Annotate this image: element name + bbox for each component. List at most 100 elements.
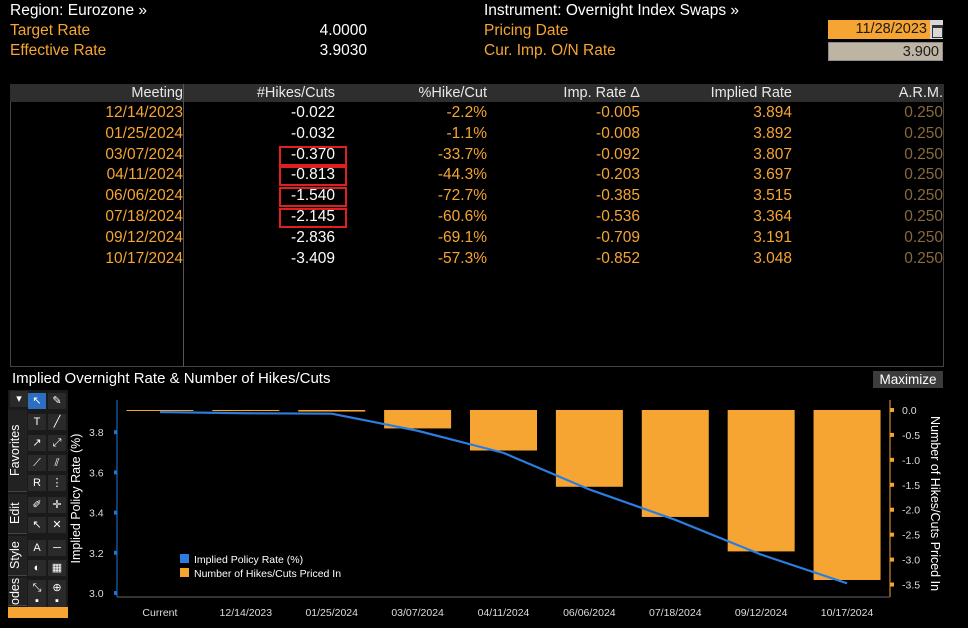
cell-implied-rate: 3.807 — [753, 145, 792, 163]
line-style-icon[interactable]: ─ — [48, 540, 66, 556]
legend-swatch-rate — [180, 554, 189, 563]
pointer-tool-icon[interactable]: ↖ — [28, 393, 46, 409]
grid-tool-icon[interactable]: ⋮ — [48, 475, 66, 491]
pricing-date-input[interactable]: 11/28/2023 — [828, 20, 930, 39]
col-header-meeting[interactable]: Meeting — [131, 85, 183, 101]
annotate-tool-icon[interactable]: ✎ — [48, 393, 66, 409]
right-tick-label: -3.5 — [902, 580, 920, 592]
draw-tool-icon[interactable]: ✐ — [28, 497, 46, 513]
maximize-button[interactable]: Maximize — [873, 371, 943, 388]
cell-pct: -2.2% — [446, 104, 488, 121]
cell-hikes: -0.370 — [291, 145, 335, 163]
x-tick-label: 06/06/2024 — [563, 607, 616, 619]
col-header-implied-rate[interactable]: Implied Rate — [710, 85, 792, 101]
effective-rate-label: Effective Rate — [10, 42, 107, 59]
fill-style-icon[interactable]: ◐ — [28, 560, 46, 576]
tab-modes[interactable]: odes — [8, 578, 27, 606]
color-style-icon[interactable]: ▦ — [48, 560, 66, 576]
arrow-both-tool-icon[interactable]: ⤢ — [48, 435, 66, 451]
toolbar-expand-icon[interactable] — [8, 607, 68, 618]
arrow-tool-icon[interactable]: ↗ — [28, 435, 46, 451]
column-divider — [183, 84, 184, 367]
col-header-pct[interactable]: %Hike/Cut — [418, 85, 488, 101]
collapse-toolbar-icon[interactable]: ▾ — [10, 391, 28, 407]
cell-pct: -1.1% — [446, 124, 488, 142]
right-tick-label: -1.0 — [902, 455, 920, 467]
left-tick-mark — [114, 430, 117, 435]
reset-tool-icon[interactable]: R — [28, 475, 46, 491]
cell-imp-delta: -0.092 — [596, 145, 640, 163]
cur-imp-rate-input[interactable]: 3.900 — [828, 42, 943, 61]
col-header-arm[interactable]: A.R.M. — [898, 85, 943, 101]
bar-mark — [727, 409, 795, 552]
cell-hikes: -0.022 — [291, 104, 335, 121]
legend-box — [176, 550, 366, 584]
x-tick-label: 09/12/2024 — [735, 607, 788, 619]
col-header-imp-delta[interactable]: Imp. Rate Δ — [563, 85, 640, 101]
move-tool-icon[interactable]: ✛ — [48, 497, 66, 513]
tab-edit[interactable]: Edit — [8, 494, 27, 534]
tab-style[interactable]: Style — [8, 536, 27, 576]
cell-pct: -57.3% — [437, 249, 487, 267]
cell-imp-delta: -0.536 — [596, 208, 640, 225]
cell-imp-delta: -0.709 — [596, 228, 640, 246]
region-selector[interactable]: Region: Eurozone » — [10, 2, 148, 19]
col-header-hikes[interactable]: #Hikes/Cuts — [256, 85, 335, 101]
bar-mark — [470, 409, 537, 451]
instrument-selector[interactable]: Instrument: Overnight Index Swaps » — [484, 2, 740, 19]
bar-mark — [212, 409, 280, 412]
cell-meeting: 07/18/2024 — [105, 208, 183, 225]
cell-implied-rate: 3.364 — [753, 208, 792, 225]
chart-title: Implied Overnight Rate & Number of Hikes… — [12, 370, 331, 387]
select-plus-icon[interactable]: ↖ — [28, 517, 46, 533]
left-axis-title: Implied Policy Rate (%) — [70, 434, 83, 564]
cell-arm: 0.250 — [904, 208, 943, 225]
erase-tool-icon[interactable]: ✕ — [48, 517, 66, 533]
left-tick-label: 3.2 — [89, 548, 104, 560]
cell-meeting: 04/11/2024 — [106, 166, 183, 184]
bar-mark — [126, 409, 194, 411]
cell-hikes: -0.813 — [291, 166, 335, 184]
mode-extra2-icon[interactable]: ▪ — [48, 596, 66, 607]
mode-zoom-icon[interactable]: ⊕ — [48, 580, 66, 596]
x-tick-label: 07/18/2024 — [649, 607, 702, 619]
cell-implied-rate: 3.191 — [753, 228, 792, 246]
highlight-box — [279, 166, 347, 187]
right-tick-mark — [890, 457, 894, 462]
right-tick-mark — [890, 432, 894, 437]
cell-meeting: 06/06/2024 — [105, 187, 183, 205]
tab-favorites[interactable]: Favorites — [8, 410, 27, 492]
x-tick-label: 01/25/2024 — [305, 607, 358, 619]
cell-pct: -33.7% — [437, 145, 487, 163]
left-tick-mark — [114, 550, 117, 555]
line-tool-icon[interactable]: ╱ — [48, 414, 66, 430]
cell-imp-delta: -0.203 — [596, 166, 640, 184]
cell-meeting: 01/25/2024 — [105, 124, 183, 142]
x-tick-label: 12/14/2023 — [220, 607, 273, 619]
right-tick-label: -2.5 — [902, 530, 920, 542]
cell-imp-delta: -0.852 — [596, 249, 640, 267]
right-tick-mark — [890, 507, 894, 512]
cell-implied-rate: 3.048 — [753, 249, 792, 267]
cell-meeting: 10/17/2024 — [105, 249, 183, 267]
cell-implied-rate: 3.515 — [753, 187, 792, 205]
left-tick-mark — [114, 510, 117, 515]
text-tool-icon[interactable]: T — [28, 414, 46, 430]
x-tick-label: 03/07/2024 — [391, 607, 444, 619]
x-tick-label: 04/11/2024 — [478, 607, 530, 619]
highlight-box — [279, 187, 347, 208]
calendar-icon[interactable] — [930, 20, 943, 39]
right-tick-mark — [890, 482, 894, 487]
mode-extra-icon[interactable]: ▪ — [28, 596, 46, 607]
right-axis-title: Number of Hikes/Cuts Priced In — [928, 416, 942, 591]
x-tick-label: Current — [142, 607, 177, 619]
channel-tool-icon[interactable]: ⫽ — [48, 455, 66, 471]
font-style-icon[interactable]: A — [28, 540, 46, 556]
cell-arm: 0.250 — [904, 166, 943, 184]
right-tick-label: -1.5 — [902, 480, 920, 492]
trend-tool-icon[interactable]: ⟋ — [28, 455, 46, 471]
left-tick-label: 3.8 — [89, 427, 104, 439]
legend-label-hikes: Number of Hikes/Cuts Priced In — [194, 568, 341, 580]
mode-pan-icon[interactable]: ⤡ — [28, 580, 46, 596]
right-tick-label: -0.5 — [902, 430, 920, 442]
